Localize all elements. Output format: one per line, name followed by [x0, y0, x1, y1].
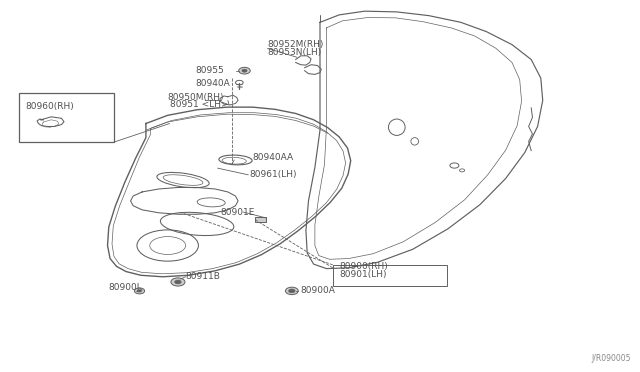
Text: 80940A: 80940A [195, 79, 230, 88]
Circle shape [138, 290, 141, 292]
Text: 80950M(RH): 80950M(RH) [168, 93, 224, 102]
Text: J/R090005: J/R090005 [591, 354, 630, 363]
Text: 80951 <LH>: 80951 <LH> [170, 100, 228, 109]
Circle shape [242, 69, 247, 72]
Text: 80900J: 80900J [109, 283, 140, 292]
Circle shape [171, 278, 185, 286]
Circle shape [134, 288, 145, 294]
Bar [255, 217, 266, 222]
Text: 80900A: 80900A [301, 286, 335, 295]
Circle shape [239, 67, 250, 74]
Text: 80955: 80955 [195, 66, 224, 75]
Circle shape [285, 287, 298, 295]
Text: 80953N(LH): 80953N(LH) [268, 48, 322, 57]
Text: 80911B: 80911B [186, 272, 220, 280]
Text: 80901E: 80901E [220, 208, 255, 217]
Circle shape [289, 289, 295, 293]
Text: 80901(LH): 80901(LH) [339, 270, 387, 279]
Text: 80900(RH): 80900(RH) [339, 262, 388, 271]
Text: 80961(LH): 80961(LH) [250, 170, 297, 179]
Text: 80952M(RH): 80952M(RH) [268, 40, 324, 49]
Circle shape [175, 280, 181, 284]
Text: 80960(RH): 80960(RH) [26, 102, 74, 111]
Text: 80940AA: 80940AA [253, 153, 294, 162]
